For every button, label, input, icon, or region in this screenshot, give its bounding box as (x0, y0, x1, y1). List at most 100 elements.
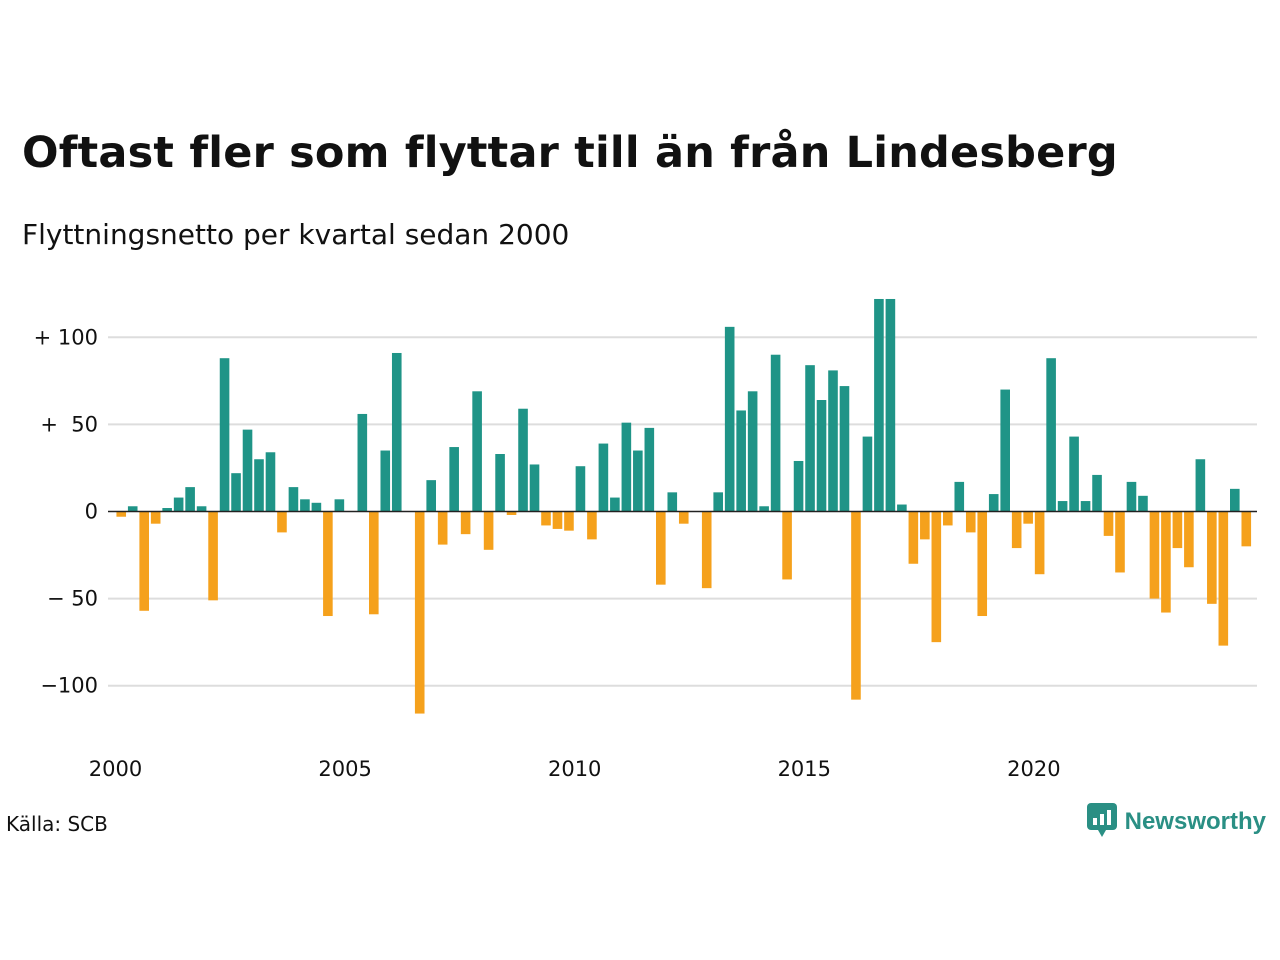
newsworthy-logo-icon (1086, 803, 1117, 841)
bar (1172, 511, 1183, 549)
bar (920, 511, 930, 540)
bar (1011, 511, 1022, 549)
bar (736, 410, 746, 512)
bar (1080, 501, 1091, 512)
brand-logo: Newsworthy (1086, 803, 1266, 841)
bar (185, 487, 195, 512)
bar (908, 511, 919, 564)
bar (587, 511, 597, 540)
bar (1034, 511, 1045, 575)
bar (323, 511, 333, 617)
bar (954, 481, 965, 512)
bar (173, 497, 184, 512)
bar (839, 386, 850, 512)
bar (1126, 481, 1137, 512)
bar (529, 464, 540, 512)
bar (1149, 511, 1160, 599)
y-tick-label: 0 (85, 500, 98, 524)
bar (380, 450, 391, 512)
bar (1161, 511, 1171, 613)
bar (1023, 511, 1033, 524)
bar (311, 502, 322, 512)
bar (483, 511, 494, 550)
bar (965, 511, 976, 533)
bar (162, 508, 172, 512)
bar (805, 365, 815, 512)
bar (495, 454, 505, 512)
x-tick-label: 2005 (318, 757, 371, 781)
bar (1195, 459, 1206, 512)
bar (460, 511, 471, 535)
bar (472, 391, 482, 512)
y-tick-label: −100 (40, 674, 98, 698)
bar (759, 506, 769, 512)
bar (667, 492, 678, 512)
bars (116, 298, 1252, 714)
chart-title: Oftast fler som flyttar till än från Lin… (22, 128, 1118, 178)
gridlines (108, 336, 1257, 687)
x-tick-label: 2000 (89, 757, 142, 781)
bar (678, 511, 689, 524)
bar (977, 511, 988, 617)
bar (747, 391, 758, 512)
bar (1057, 501, 1068, 512)
bar (1103, 511, 1114, 536)
bar (1218, 511, 1229, 646)
bar (1000, 389, 1010, 512)
bar (254, 459, 264, 512)
bar (897, 504, 907, 512)
y-tick-label: − 50 (47, 587, 98, 611)
bar (793, 460, 804, 512)
bar (116, 511, 127, 517)
bar (851, 511, 861, 700)
bar (391, 352, 402, 512)
bar (334, 499, 345, 512)
x-tick-label: 2015 (778, 757, 831, 781)
bar (437, 511, 448, 545)
source-note: Källa: SCB (6, 812, 108, 836)
bar (1230, 488, 1240, 512)
brand-name: Newsworthy (1124, 808, 1266, 835)
bar (552, 511, 563, 529)
bar (828, 370, 838, 512)
bar (265, 452, 276, 512)
bar (713, 492, 723, 512)
bar (1115, 511, 1125, 573)
bar (931, 511, 942, 643)
bar (541, 511, 551, 526)
bar (518, 408, 528, 512)
bar (988, 494, 999, 512)
bar (277, 511, 287, 533)
bar (208, 511, 218, 601)
bar (633, 450, 643, 512)
bar (598, 443, 609, 512)
bar (357, 413, 368, 512)
bar (701, 511, 712, 589)
y-tick-label: + 100 (34, 325, 98, 349)
x-tick-labels: 2000 2005 2010 2015 2020 (89, 757, 1061, 781)
chart-subtitle: Flyttningsnetto per kvartal sedan 2000 (22, 218, 570, 251)
bar (656, 511, 666, 585)
bar (196, 506, 207, 512)
bar (414, 511, 425, 714)
bar (782, 511, 792, 580)
bar (1138, 495, 1148, 512)
bar (1184, 511, 1194, 568)
bar-chart: + 100 + 50 0 − 50 −100 2000 2005 2010 2015 2020 (34, 298, 1257, 781)
bar (862, 436, 873, 512)
bar (610, 497, 620, 512)
bar (621, 422, 632, 512)
bar (885, 298, 896, 512)
bar (426, 480, 436, 512)
bar (1046, 358, 1056, 512)
bar (1207, 511, 1217, 604)
bar (139, 511, 149, 611)
bar (564, 511, 574, 531)
bar (150, 511, 161, 524)
bar (127, 506, 138, 512)
bar (242, 429, 253, 512)
bar (1092, 474, 1102, 512)
y-tick-labels: + 100 + 50 0 − 50 −100 (34, 325, 98, 697)
bar (874, 298, 884, 512)
bar (943, 511, 953, 526)
